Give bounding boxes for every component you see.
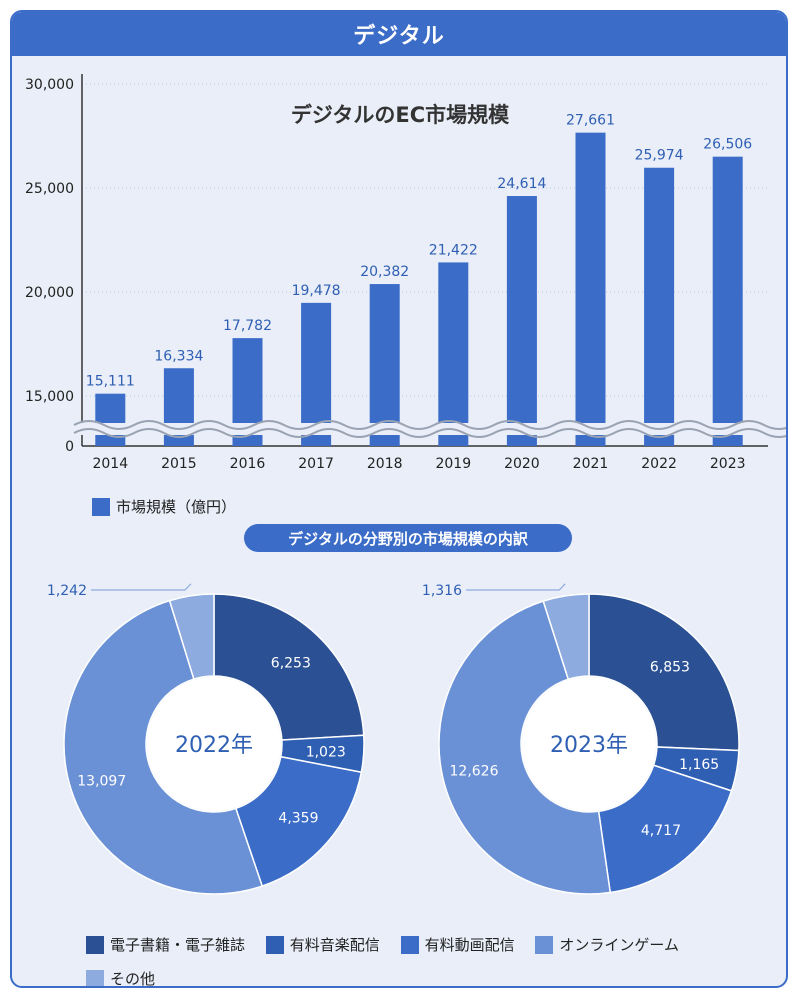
legend-label: 電子書籍・電子雑誌	[110, 936, 246, 954]
donut-hole	[522, 677, 656, 811]
x-tick-label: 2020	[504, 456, 540, 472]
axis-break-line	[73, 420, 786, 430]
bar	[506, 196, 537, 446]
leader-line	[466, 583, 566, 591]
legend-item: オンラインゲーム	[535, 930, 679, 960]
y-tick-label: 15,000	[25, 389, 74, 405]
legend-label: その他	[110, 970, 156, 988]
x-tick-label: 2019	[435, 456, 471, 472]
bar-value-label: 26,506	[703, 137, 752, 153]
donut-slice	[542, 593, 590, 681]
y-tick-label: 30,000	[25, 77, 74, 93]
y-tick-label: 0	[65, 439, 74, 455]
donut-slice	[63, 599, 264, 895]
bar-value-label: 24,614	[497, 176, 546, 192]
donut-slice	[168, 593, 215, 680]
bar-value-label: 19,478	[292, 283, 341, 299]
x-tick-label: 2016	[230, 456, 266, 472]
x-tick-label: 2023	[710, 456, 746, 472]
x-tick-label: 2022	[641, 456, 677, 472]
donut-slice	[213, 593, 365, 741]
bar-value-label: 27,661	[566, 113, 615, 129]
slice-value-label: 4,717	[641, 823, 681, 839]
x-tick-label: 2018	[367, 456, 403, 472]
bar	[644, 167, 675, 447]
slice-value-label: 1,316	[422, 583, 462, 599]
bar-legend-swatch	[92, 497, 110, 516]
bar	[369, 284, 400, 446]
infographic-frame: デジタル 0 15,000 20,000 25,000 30,000 デジタルのEC市場規…	[10, 10, 788, 988]
donut-center-label: 2022年	[175, 733, 253, 758]
legend-swatch	[86, 936, 104, 954]
slice-value-label: 1,165	[679, 757, 719, 773]
pie-legend: 電子書籍・電子雑誌 有料音楽配信 有料動画配信 オンラインゲーム その他	[86, 930, 766, 988]
slice-value-label: 6,253	[271, 656, 311, 672]
slice-value-label: 4,359	[278, 811, 318, 827]
donut-charts: 6,253 1,023 4,359 13,097 1,242 2022年 6,853 1,16…	[47, 583, 740, 895]
bar-value-label: 17,782	[223, 318, 272, 334]
axis-break-line	[73, 428, 786, 438]
bar-value-label: 25,974	[635, 148, 684, 164]
donut-center-label: 2023年	[550, 733, 628, 758]
bar	[575, 132, 606, 447]
bar-value-label: 15,111	[86, 374, 135, 390]
legend-label: 有料音楽配信	[289, 936, 380, 954]
legend-item: 電子書籍・電子雑誌	[86, 930, 245, 960]
legend-swatch	[535, 936, 554, 954]
legend-item: 有料動画配信	[400, 930, 515, 960]
bar	[712, 156, 743, 446]
donut-hole	[147, 677, 281, 811]
x-tick-label: 2021	[573, 456, 609, 472]
legend-label: オンラインゲーム	[559, 936, 679, 954]
slice-value-label: 6,853	[650, 660, 690, 676]
bar-value-label: 16,334	[154, 348, 203, 364]
slice-value-label: 1,242	[47, 583, 87, 599]
donut-slice	[588, 593, 740, 752]
legend-item: その他	[86, 964, 156, 988]
legend-label: 有料動画配信	[424, 936, 515, 954]
legend-swatch	[265, 936, 284, 954]
donut-slice	[438, 600, 612, 895]
bar	[95, 393, 126, 446]
pie-section-title: デジタルの分野別の市場規模の内訳	[244, 524, 572, 552]
legend-swatch	[86, 970, 104, 986]
bar-legend: 市場規模（億円）	[92, 496, 236, 517]
leader-line	[91, 583, 192, 591]
x-tick-label: 2017	[298, 456, 334, 472]
x-tick-label: 2015	[161, 456, 197, 472]
bar-legend-label: 市場規模（億円）	[116, 498, 237, 516]
donut-slice	[597, 764, 733, 894]
slice-value-label: 12,626	[450, 763, 499, 779]
slice-value-label: 13,097	[77, 773, 126, 789]
page-title: デジタル	[12, 12, 786, 56]
bar	[438, 262, 469, 446]
donut-slice	[234, 755, 363, 888]
chart-title: デジタルのEC市場規模	[291, 103, 510, 127]
y-tick-label: 25,000	[25, 181, 74, 197]
legend-item: 有料音楽配信	[265, 930, 380, 960]
y-tick-label: 20,000	[25, 285, 74, 301]
slice-value-label: 1,023	[306, 744, 346, 760]
bar-chart: 0 15,000 20,000 25,000 30,000 デジタルのEC市場規模 15,1…	[25, 74, 786, 472]
x-tick-label: 2014	[92, 456, 128, 472]
bar-value-label: 20,382	[360, 264, 409, 280]
bar-value-label: 21,422	[429, 242, 478, 258]
legend-swatch	[400, 936, 419, 954]
